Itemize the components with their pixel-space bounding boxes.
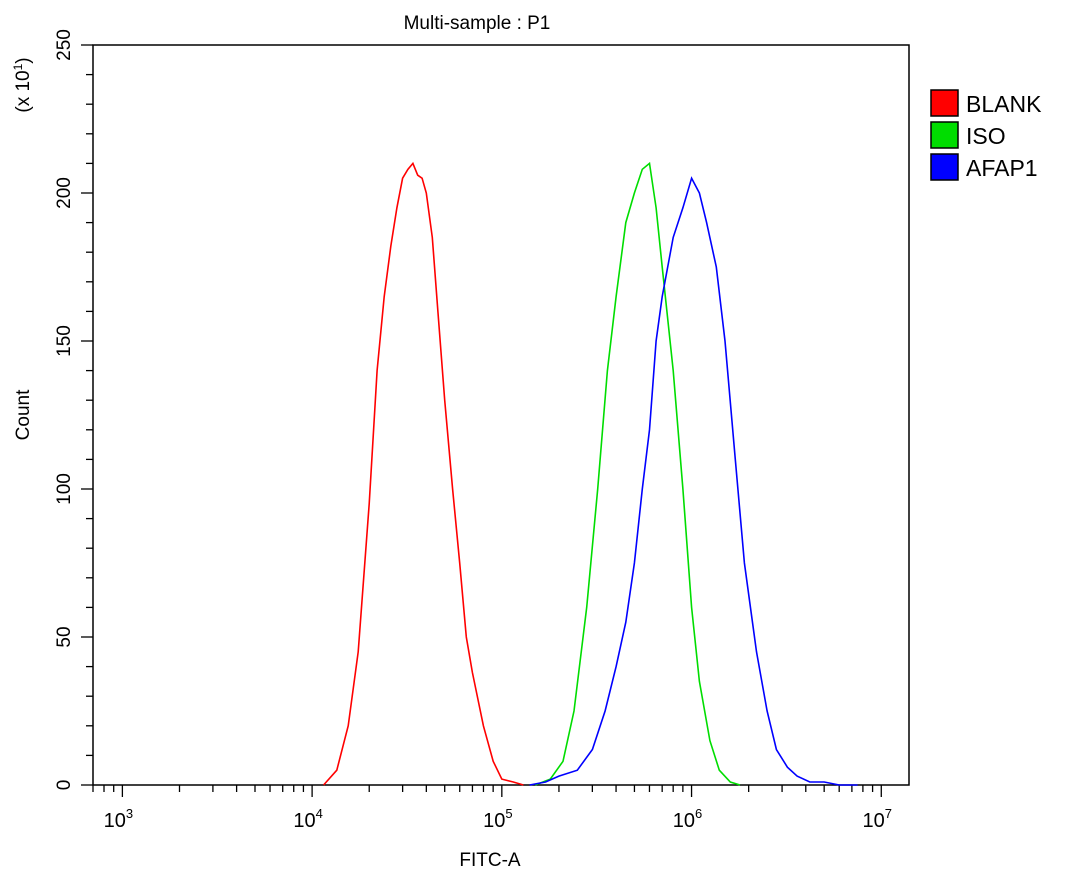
x-axis: 103 104 105 106 107 [92, 785, 892, 832]
series-layer [323, 161, 858, 786]
legend-swatch-blank [930, 89, 959, 117]
legend-swatch-iso [930, 121, 959, 149]
x-axis-label: FITC-A [459, 850, 521, 870]
legend-swatch-afap1 [930, 153, 959, 181]
plot-area [92, 44, 910, 786]
chart-title: Multi-sample : P1 [404, 13, 551, 34]
series-line-iso [534, 161, 741, 786]
y-tick-label: 200 [54, 177, 75, 209]
legend-label-blank: BLANK [966, 91, 1042, 117]
y-axis-multiplier: (x 101) [11, 57, 34, 112]
y-tick-label: 150 [54, 325, 75, 357]
legend-label-iso: ISO [966, 123, 1006, 149]
x-tick-label: 107 [863, 806, 892, 832]
legend: BLANK ISO AFAP1 [930, 89, 1042, 181]
y-tick-label: 50 [54, 626, 75, 647]
series-line-afap1 [529, 176, 858, 786]
series-line-blank [323, 161, 524, 786]
legend-label-afap1: AFAP1 [966, 155, 1038, 181]
y-tick-label: 100 [54, 473, 75, 505]
y-axis: 0 50 100 150 200 250 [54, 29, 93, 790]
x-tick-label: 104 [293, 806, 322, 832]
y-axis-label: Count [13, 389, 34, 440]
y-tick-label: 0 [54, 780, 75, 791]
x-tick-label: 106 [673, 806, 702, 832]
y-tick-label: 250 [54, 29, 75, 61]
x-tick-label: 105 [483, 806, 512, 832]
x-tick-label: 103 [104, 806, 133, 832]
